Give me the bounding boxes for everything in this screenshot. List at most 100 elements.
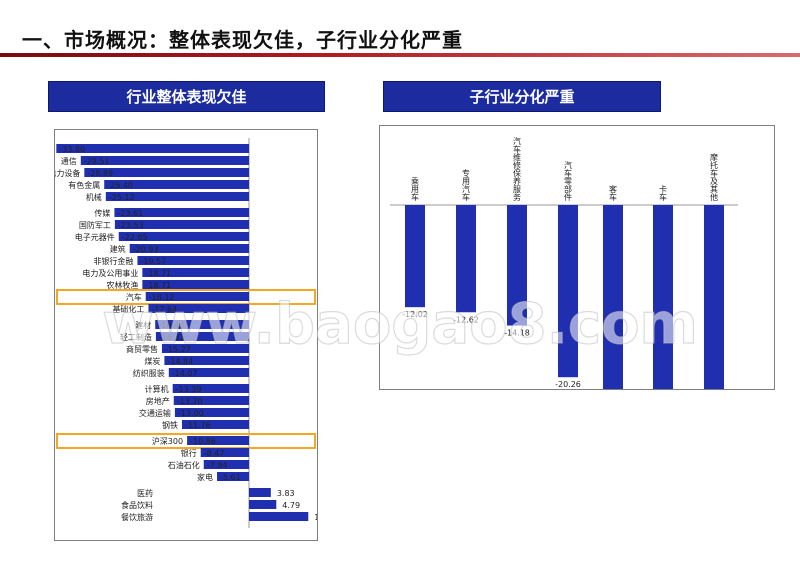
- sub-industry-svg: -12.02 乘用车 -12.62 专用汽车 -14.18 汽车维修保养服务 -20.26 汽…: [390, 136, 738, 458]
- value-label-26: -5.61: [220, 473, 241, 482]
- category-label-1: 通信: [61, 156, 77, 166]
- category-label-4: 机械: [86, 192, 102, 202]
- category-label-12: 汽车: [126, 292, 142, 302]
- value-label-18: -14.07: [172, 369, 198, 378]
- value-label-17: -14.84: [167, 357, 193, 366]
- title-rule: [0, 53, 800, 57]
- bar-6: [114, 220, 249, 229]
- bar-22: [181, 420, 249, 429]
- value-label-13: -17.64: [151, 305, 177, 314]
- value-label-21: -13.00: [178, 409, 204, 418]
- category-label-6: 国防军工: [79, 220, 111, 230]
- category-label-17: 煤炭: [144, 356, 160, 366]
- value-label-12: -18.12: [149, 293, 175, 302]
- category-label-21: 交通运输: [139, 408, 171, 418]
- bar-15: [155, 332, 249, 341]
- bar-0: [405, 205, 425, 308]
- category-label-26: 家电: [197, 472, 213, 482]
- bar-3: [558, 205, 578, 378]
- category-label-25: 石油石化: [168, 460, 200, 470]
- bar-29: [249, 512, 309, 521]
- value-label-5: -23.61: [117, 209, 143, 218]
- category-label-11: 农林牧渔: [106, 280, 138, 290]
- value-label-6: -23.53: [118, 221, 144, 230]
- category-label-16: 商贸零售: [126, 344, 158, 354]
- bar-1: [80, 156, 249, 165]
- bar-27: [249, 488, 271, 497]
- category-label-4: 客车: [609, 184, 618, 202]
- value-label-7: -22.85: [122, 233, 148, 242]
- bar-26: [217, 472, 249, 481]
- value-label-22: -11.76: [185, 421, 211, 430]
- bar-16: [161, 344, 249, 353]
- value-label-3: -20.26: [555, 380, 581, 389]
- slide-title: 一、市场概况：整体表现欠佳，子行业分化严重: [22, 28, 463, 52]
- bar-21: [174, 408, 249, 417]
- value-label-1: -29.51: [84, 157, 110, 166]
- category-label-23: 沪深300: [152, 436, 183, 446]
- category-label-3: 汽车零部件: [564, 160, 573, 202]
- value-label-19: -13.39: [176, 385, 202, 394]
- value-label-1: -12.62: [453, 315, 479, 324]
- bar-2: [84, 168, 249, 177]
- right-panel-header: 子行业分化严重: [383, 81, 661, 112]
- highlight-box-23: [56, 433, 316, 449]
- bar-20: [173, 396, 249, 405]
- bar-3: [104, 180, 249, 189]
- category-label-20: 房地产: [146, 396, 170, 406]
- category-label-6: 摩托车及其他: [710, 152, 719, 202]
- value-label-20: -13.20: [177, 397, 203, 406]
- value-label-29: 10.40: [314, 513, 317, 522]
- category-label-2: 电力设备: [55, 168, 80, 178]
- bar-8: [129, 244, 249, 253]
- bar-10: [142, 268, 249, 277]
- bar-4: [603, 205, 623, 406]
- industry-performance-svg: 综合-33.80通信-29.51电力设备-28.89有色金属-25.40机械-2…: [36, 138, 337, 528]
- bar-9: [137, 256, 249, 265]
- category-label-7: 电子元器件: [75, 232, 115, 242]
- value-label-28: 4.79: [282, 501, 300, 510]
- category-label-2: 汽车维修保养服务: [513, 136, 522, 202]
- value-label-4: -25.12: [109, 193, 135, 202]
- bar-28: [249, 500, 277, 509]
- category-label-13: 基础化工: [112, 304, 144, 314]
- sub-industry-chart: -12.02 乘用车 -12.62 专用汽车 -14.18 汽车维修保养服务 -20.26 汽…: [379, 125, 775, 458]
- category-label-29: 餐饮旅游: [121, 512, 153, 522]
- bar-23: [187, 436, 249, 445]
- category-label-18: 纺织服装: [133, 368, 165, 378]
- category-label-9: 非银行金融: [93, 256, 133, 266]
- bar-7: [118, 232, 249, 241]
- category-label-5: 卡车: [659, 184, 668, 202]
- category-label-3: 有色金属: [68, 180, 100, 190]
- bar-4: [105, 192, 249, 201]
- bar-18: [168, 368, 249, 377]
- value-label-25: -7.94: [207, 461, 228, 470]
- bar-6: [704, 205, 724, 446]
- bar-17: [164, 356, 249, 365]
- value-label-2: -14.18: [504, 329, 530, 338]
- value-label-2: -28.89: [87, 169, 113, 178]
- value-label-9: -19.57: [140, 257, 166, 266]
- category-label-1: 专用汽车: [462, 168, 471, 202]
- value-label-16: -15.27: [165, 345, 191, 354]
- bar-14: [155, 320, 249, 329]
- value-label-10: -18.71: [145, 269, 171, 278]
- bar-25: [203, 460, 249, 469]
- category-label-15: 轻工制造: [120, 332, 152, 342]
- bar-5: [114, 208, 249, 217]
- category-label-5: 传媒: [94, 208, 110, 218]
- value-label-11: -18.71: [145, 281, 171, 290]
- value-label-24: -8.47: [204, 449, 225, 458]
- category-label-14: 建材: [135, 320, 151, 330]
- bar-2: [507, 205, 527, 326]
- category-label-0: 乘用车: [411, 176, 420, 202]
- left-panel-header: 行业整体表现欠佳: [48, 81, 325, 112]
- category-label-10: 电力及公用事业: [82, 268, 138, 278]
- bar-1: [456, 205, 476, 313]
- value-label-14: -16.45: [158, 321, 184, 330]
- bar-11: [142, 280, 249, 289]
- value-label-27: 3.83: [277, 489, 295, 498]
- industry-performance-chart: 综合-33.80通信-29.51电力设备-28.89有色金属-25.40机械-2…: [36, 129, 337, 541]
- value-label-8: -20.93: [133, 245, 159, 254]
- bar-12: [145, 292, 249, 301]
